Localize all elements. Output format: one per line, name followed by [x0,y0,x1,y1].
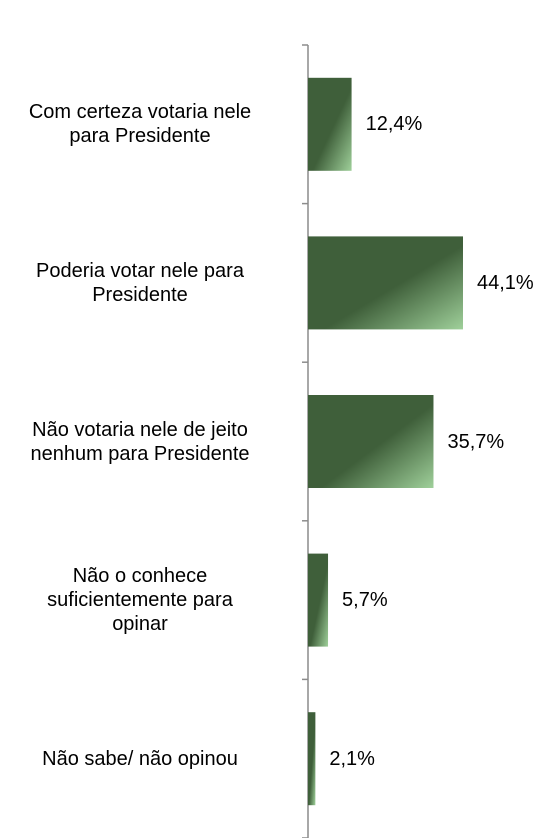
data-label: 44,1% [477,271,534,294]
category-label: Não sabe/ não opinou [42,747,238,770]
data-label: 12,4% [365,113,423,136]
bar [308,712,316,806]
category-label: Poderia votar nele para Presidente [36,259,244,306]
data-label: 35,7% [447,430,505,453]
category-label: Não o conhece suficientemente para opina… [47,565,233,636]
bar [308,77,352,171]
data-label: 2,1% [329,747,375,770]
category-label: Com certeza votaria nele para Presidente [28,101,252,148]
bar [308,553,329,647]
category-label: Não votaria nele de jeito nenhum para Pr… [30,418,250,465]
bar [308,395,434,488]
bar [308,236,463,330]
data-label: 5,7% [342,589,388,612]
